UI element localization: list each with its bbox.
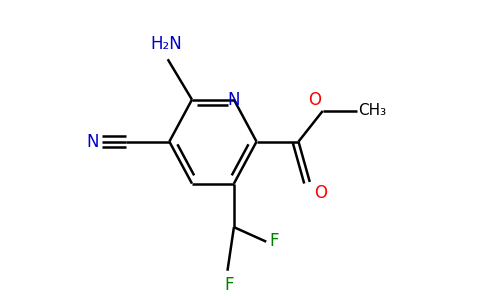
Text: CH₃: CH₃ <box>358 103 386 118</box>
Text: N: N <box>227 91 240 109</box>
Text: F: F <box>225 276 234 294</box>
Text: H₂N: H₂N <box>150 35 182 53</box>
Text: N: N <box>87 133 99 151</box>
Text: O: O <box>308 91 321 109</box>
Text: O: O <box>314 184 327 202</box>
Text: F: F <box>270 232 279 250</box>
